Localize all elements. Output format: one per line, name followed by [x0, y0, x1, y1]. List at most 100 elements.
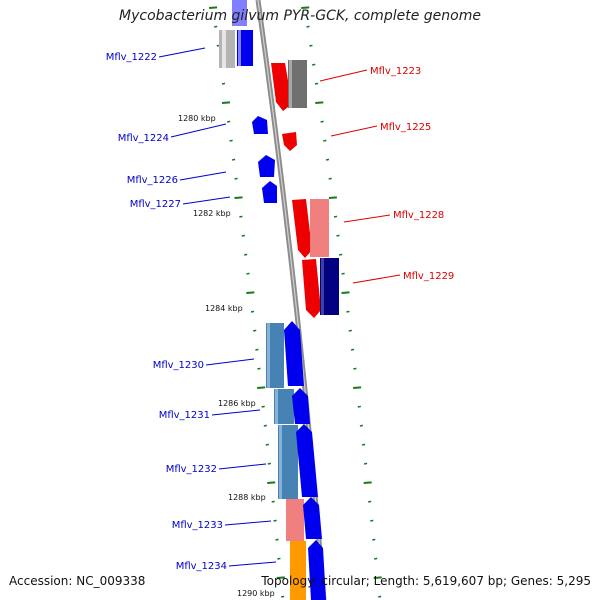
scale-tick: [277, 557, 281, 560]
gene-label[interactable]: Mflv_1227: [130, 199, 181, 210]
scale-label: 1284 kbp: [205, 304, 243, 313]
gene-feature-mflv-1224[interactable]: [252, 116, 268, 134]
gene-feature-mflv-1226[interactable]: [258, 155, 275, 177]
scale-tick: [328, 177, 332, 180]
gene-feature-mflv-1229[interactable]: [302, 259, 321, 318]
scale-tick: [373, 576, 382, 579]
scale-tick: [314, 82, 319, 85]
scale-tick: [341, 272, 345, 275]
scale-tick: [253, 329, 257, 332]
gene-label[interactable]: Mflv_1224: [118, 133, 169, 144]
scale-tick: [328, 196, 337, 199]
gene-feature[interactable]: [320, 258, 339, 315]
scale-tick: [261, 405, 265, 408]
scale-tick: [361, 443, 366, 446]
gene-label[interactable]: Mflv_1228: [393, 210, 444, 221]
gene-feature-mflv-1223[interactable]: [271, 63, 292, 111]
scale-tick: [250, 310, 255, 313]
scale-tick: [309, 44, 313, 47]
gene-feature: [321, 258, 324, 315]
gene-feature[interactable]: [284, 321, 304, 386]
scale-tick: [372, 538, 376, 541]
scale-tick: [348, 329, 352, 332]
map-title: Mycobacterium gilvum PYR-GCK, complete g…: [119, 8, 481, 24]
gene-feature[interactable]: [219, 30, 235, 68]
gene-label[interactable]: Mflv_1233: [172, 520, 223, 531]
gene-feature-mflv-1228[interactable]: [292, 199, 312, 258]
scale-tick: [301, 6, 310, 9]
scale-tick: [353, 367, 357, 370]
gene-feature[interactable]: [232, 0, 247, 26]
accession-text: Accession: NC_009338: [9, 574, 146, 588]
scale-tick: [257, 367, 261, 370]
scale-tick: [338, 253, 343, 256]
scale-tick: [325, 158, 330, 161]
gene-feature: [267, 323, 270, 388]
scale-tick: [221, 101, 231, 104]
scale-tick: [359, 424, 364, 427]
scale-tick: [374, 557, 378, 560]
scale-tick: [273, 519, 277, 522]
gene-label[interactable]: Mflv_1226: [127, 175, 178, 186]
gene-feature-mflv-1231[interactable]: [274, 389, 294, 424]
scale-tick: [315, 101, 324, 104]
scale-tick: [221, 82, 226, 85]
gene-label[interactable]: Mflv_1234: [176, 561, 227, 572]
scale-tick: [239, 215, 243, 218]
gene-label[interactable]: Mflv_1222: [106, 52, 157, 63]
gene-label[interactable]: Mflv_1225: [380, 122, 431, 133]
scale-tick: [378, 595, 382, 598]
label-leaders: [158, 47, 401, 567]
scale-label: 1280 kbp: [178, 114, 216, 123]
scale-label: 1282 kbp: [193, 209, 231, 218]
scale-tick: [363, 481, 372, 484]
scale-tick: [241, 234, 245, 237]
scale-label: 1288 kbp: [228, 493, 266, 502]
gene-label[interactable]: Mflv_1232: [166, 464, 217, 475]
gene-label[interactable]: Mflv_1223: [370, 66, 421, 77]
scale-tick: [246, 272, 250, 275]
scale-tick: [346, 310, 350, 313]
scale-tick: [229, 139, 233, 142]
scale-ticks: [209, 6, 382, 598]
scale-label: 1290 kbp: [237, 589, 275, 598]
scale-tick: [209, 6, 218, 9]
gene-feature-mflv-1233[interactable]: [286, 499, 304, 541]
scale-tick: [363, 462, 368, 465]
gene-label[interactable]: Mflv_1231: [159, 410, 210, 421]
gene-label[interactable]: Mflv_1229: [403, 271, 454, 282]
gene-feature-mflv-1234[interactable]: [290, 541, 306, 600]
scale-tick: [370, 519, 374, 522]
gene-feature[interactable]: [303, 497, 322, 539]
gene-feature[interactable]: [296, 424, 318, 497]
gene-feature-mflv-1232[interactable]: [278, 425, 298, 499]
gene-label[interactable]: Mflv_1230: [153, 360, 204, 371]
scale-tick: [353, 386, 362, 389]
gene-feature: [289, 60, 292, 108]
scale-tick: [341, 291, 350, 294]
scale-tick: [263, 424, 267, 427]
scale-tick: [306, 25, 310, 28]
scale-labels: 1280 kbp 1282 kbp 1284 kbp 1286 kbp 1288…: [178, 114, 275, 598]
gene-feature-mflv-1227[interactable]: [262, 181, 277, 203]
scale-tick: [234, 196, 243, 199]
scale-tick: [265, 443, 269, 446]
scale-label: 1286 kbp: [218, 399, 256, 408]
scale-tick: [231, 158, 236, 161]
scale-tick: [255, 348, 259, 351]
gene-feature: [238, 30, 241, 66]
scale-tick: [246, 291, 255, 294]
gene-feature-mflv-1230[interactable]: [266, 323, 284, 388]
gene-feature[interactable]: [292, 388, 310, 424]
gene-feature[interactable]: [310, 199, 329, 257]
scale-tick: [312, 63, 316, 66]
gene-feature[interactable]: [308, 540, 326, 600]
gene-feature-mflv-1225[interactable]: [282, 132, 297, 151]
scale-tick: [214, 25, 218, 28]
scale-tick: [323, 139, 327, 142]
gene-features-outer: [271, 60, 339, 318]
topology-text: Topology: circular; Length: 5,619,607 bp…: [261, 574, 591, 588]
scale-tick: [333, 215, 338, 218]
gene-feature[interactable]: [288, 60, 307, 108]
scale-tick: [267, 481, 276, 484]
